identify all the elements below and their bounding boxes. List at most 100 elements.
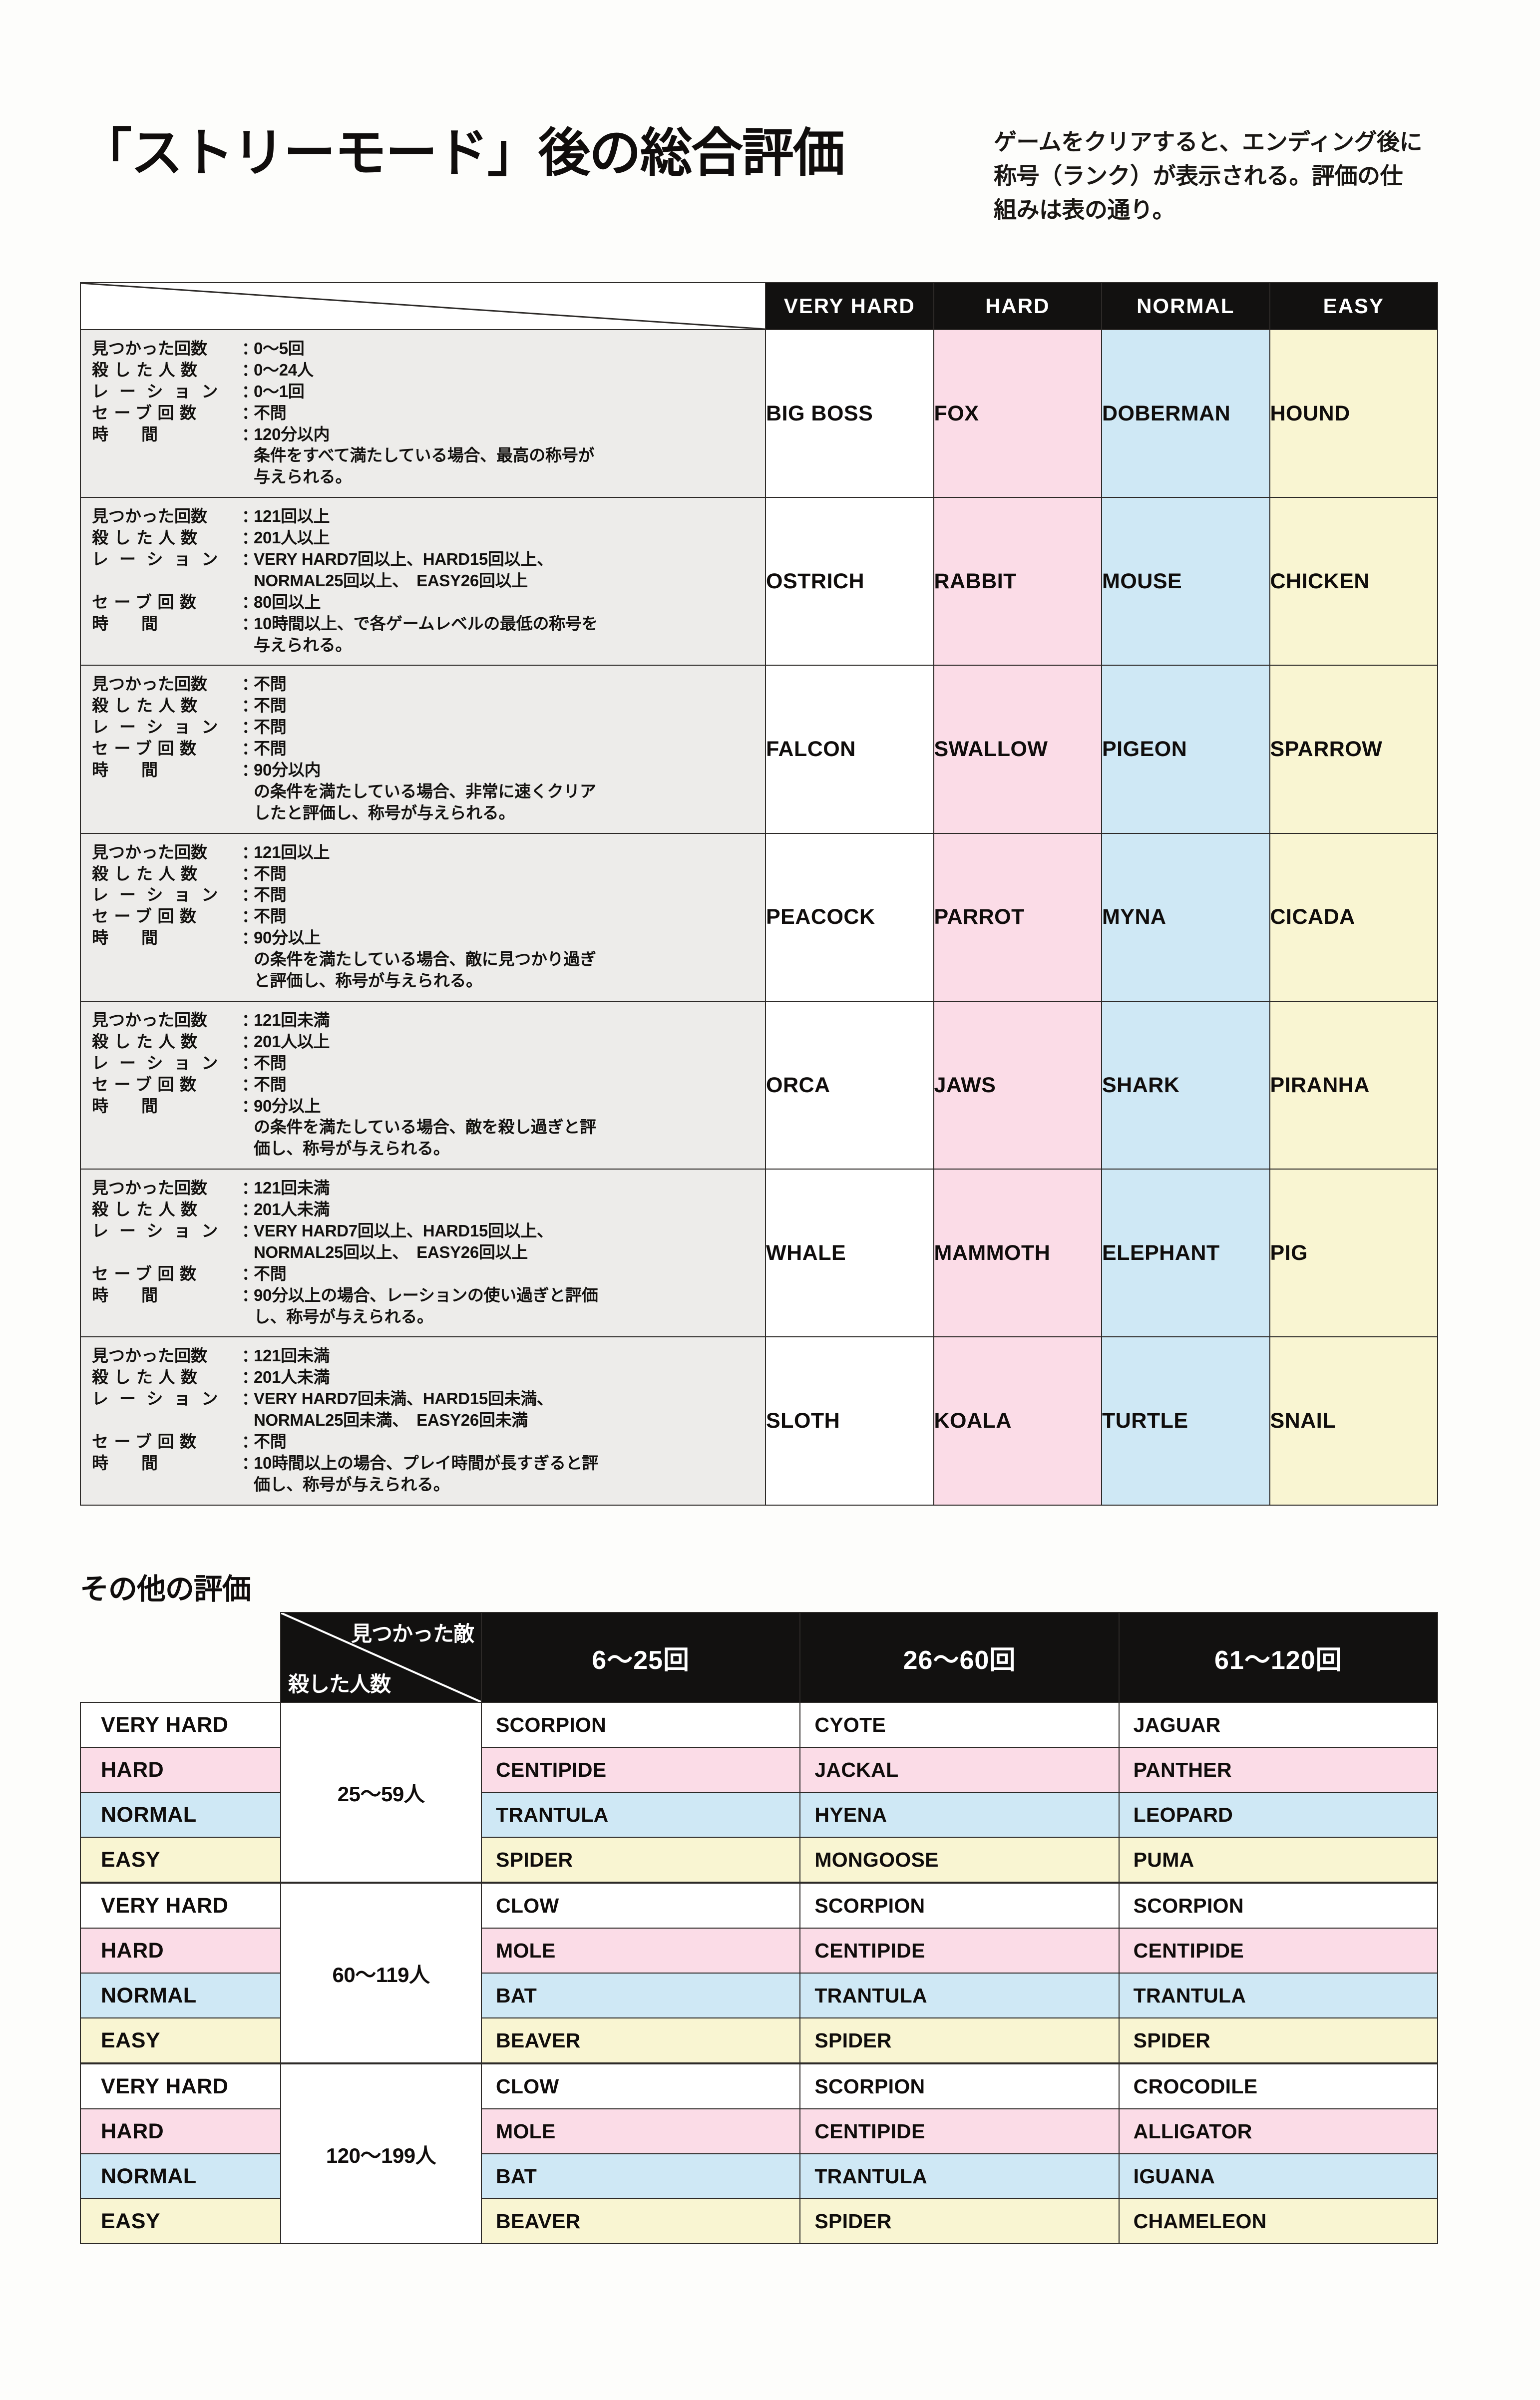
other-rank-cell: SCORPION	[1118, 1882, 1439, 1929]
condition-label: 時間	[92, 1096, 191, 1115]
condition-label: レーション	[92, 382, 229, 400]
column-header-hard: HARD	[933, 282, 1102, 330]
condition-colon: ：	[242, 1032, 258, 1051]
other-column-header-2: 26〜60回	[799, 1612, 1120, 1703]
condition-line: NORMAL25回以上、 EASY26回以上	[92, 1242, 765, 1263]
condition-value: 121回未満	[254, 1010, 330, 1029]
condition-line: 時間 ：90分以上	[92, 927, 765, 949]
column-header-normal: NORMAL	[1101, 282, 1270, 330]
condition-colon: ：	[242, 1010, 258, 1029]
condition-value: VERY HARD7回以上、HARD15回以上、	[254, 550, 553, 569]
rank-cell-normal: TURTLE	[1101, 1336, 1270, 1506]
condition-label: 時間	[92, 761, 191, 780]
rank-cell-hard: KOALA	[933, 1336, 1102, 1506]
other-table-body: VERY HARD 25〜59人 SCORPION CYOTE JAGUAR HARD CE…	[80, 1702, 1439, 2244]
condition-label: 殺した人数	[92, 864, 203, 883]
condition-line: セーブ回数 ：不問	[92, 1431, 765, 1453]
other-rank-cell: SCORPION	[799, 1882, 1120, 1929]
section-title-other: その他の評価	[80, 1573, 251, 1605]
condition-colon: ：	[242, 1053, 258, 1072]
condition-line: の条件を満たしている場合、敵に見つかり過ぎ	[92, 949, 765, 970]
condition-label: セーブ回数	[92, 1264, 202, 1283]
condition-line: と評価し、称号が与えられる。	[92, 970, 765, 992]
condition-value: 10時間以上、で各ゲームレベルの最低の称号を	[254, 614, 598, 633]
condition-line: 時間 ：10時間以上、で各ゲームレベルの最低の称号を	[92, 613, 765, 635]
other-table-row: EASY BEAVER SPIDER CHAMELEON	[80, 2198, 1439, 2244]
condition-line: し、称号が与えられる。	[92, 1306, 765, 1328]
other-rank-cell: PUMA	[1118, 1837, 1439, 1883]
other-rank-cell: MOLE	[480, 1928, 801, 1974]
condition-colon: ：	[242, 550, 258, 569]
rank-cell-hard: FOX	[933, 329, 1102, 498]
other-evaluation-table: 見つかった敵 殺した人数 6〜25回 26〜60回 61〜120回 VERY H…	[80, 1612, 1439, 2244]
condition-line: セーブ回数 ：80回以上	[92, 592, 765, 613]
condition-value: NORMAL25回以上、 EASY26回以上	[254, 571, 528, 590]
column-header-very-hard: VERY HARD	[765, 282, 934, 330]
rank-cell-normal: SHARK	[1101, 1000, 1270, 1170]
other-table-row: HARD MOLE CENTIPIDE CENTIPIDE	[80, 1928, 1439, 1974]
other-column-header-1: 6〜25回	[480, 1612, 801, 1703]
condition-line: セーブ回数 ：不問	[92, 1263, 765, 1285]
condition-value: 不問	[254, 696, 287, 715]
condition-colon: ：	[242, 1368, 258, 1387]
difficulty-label-very-hard: VERY HARD	[80, 1882, 281, 1929]
rank-cell-hard: MAMMOTH	[933, 1169, 1102, 1338]
condition-label: 殺した人数	[92, 1368, 203, 1387]
page-header: 「ストリーモード」後の総合評価 ゲームをクリアすると、エンディング後に称号（ラン…	[0, 115, 1540, 245]
condition-value: VERY HARD7回未満、HARD15回未満、	[254, 1389, 553, 1408]
condition-value: したと評価し、称号が与えられる。	[254, 803, 515, 822]
page-title: 「ストリーモード」後の総合評価	[80, 124, 845, 182]
condition-label: 見つかった回数	[92, 842, 207, 861]
condition-value: 不問	[254, 864, 287, 883]
rank-cell-hard: PARROT	[933, 832, 1102, 1002]
other-rank-cell: IGUANA	[1118, 2153, 1439, 2199]
condition-value: 不問	[254, 718, 287, 737]
diagonal-line-icon	[81, 284, 765, 329]
other-table-diagonal-header: 見つかった敵 殺した人数	[280, 1612, 482, 1703]
condition-line: 見つかった回数 ：0〜5回	[92, 338, 765, 360]
condition-line: 殺した人数 ：201人以上	[92, 1031, 765, 1053]
condition-label: 殺した人数	[92, 1032, 203, 1051]
rank-cell-easy: SNAIL	[1269, 1336, 1438, 1506]
condition-line: 殺した人数 ：0〜24人	[92, 360, 765, 381]
condition-line: 殺した人数 ：201人未満	[92, 1199, 765, 1220]
condition-label: セーブ回数	[92, 739, 202, 758]
condition-value: 121回以上	[254, 842, 330, 861]
condition-label: セーブ回数	[92, 403, 202, 422]
condition-line: 殺した人数 ：不問	[92, 863, 765, 885]
rank-table-row: 見つかった回数 ：121回以上 殺した人数 ：不問 レーション ：不問 セーブ回数 ：不問 時間…	[80, 832, 1438, 1002]
condition-label: 殺した人数	[92, 696, 203, 715]
condition-value: NORMAL25回以上、 EASY26回以上	[254, 1242, 528, 1261]
condition-colon: ：	[242, 1285, 258, 1304]
condition-line: 時間 ：90分以上	[92, 1096, 765, 1117]
condition-value: 90分以上の場合、レーションの使い過ぎと評価	[254, 1285, 598, 1304]
other-rank-cell: BAT	[480, 2153, 801, 2199]
other-table-row: VERY HARD 60〜119人 CLOW SCORPION SCORPION	[80, 1882, 1439, 2064]
intro-paragraph: ゲームをクリアすると、エンディング後に称号（ランク）が表示される。評価の仕組みは…	[994, 129, 1423, 223]
condition-value: 不問	[254, 907, 287, 926]
rank-cell-easy: SPARROW	[1269, 665, 1438, 834]
other-rank-cell: CLOW	[480, 1882, 801, 1929]
other-table-row: NORMAL TRANTULA HYENA LEOPARD	[80, 1792, 1439, 1838]
other-rank-cell: CENTIPIDE	[480, 1747, 801, 1793]
rank-cell-hard: RABBIT	[933, 497, 1102, 666]
rank-conditions-cell: 見つかった回数 ：121回未満 殺した人数 ：201人未満 レーション ：VERY HAR…	[80, 1336, 766, 1506]
condition-value: 0〜1回	[254, 382, 305, 400]
condition-line: レーション ：不問	[92, 1053, 765, 1074]
rank-cell-normal: MOUSE	[1101, 497, 1270, 666]
condition-line: 時間 ：120分以内	[92, 424, 765, 445]
condition-label: セーブ回数	[92, 592, 202, 611]
condition-label: 見つかった回数	[92, 339, 207, 358]
other-rank-cell: MONGOOSE	[799, 1837, 1120, 1883]
condition-line: セーブ回数 ：不問	[92, 906, 765, 927]
other-rank-cell: ALLIGATOR	[1118, 2108, 1439, 2154]
other-rank-cell: MOLE	[480, 2108, 801, 2154]
rank-cell-very-hard: SLOTH	[765, 1336, 934, 1506]
rank-table-corner-cell	[80, 282, 766, 330]
condition-value: 与えられる。	[254, 635, 352, 654]
condition-value: 不問	[254, 403, 287, 422]
condition-value: 不問	[254, 1432, 287, 1451]
condition-line: レーション ：不問	[92, 884, 765, 906]
condition-colon: ：	[242, 1264, 258, 1283]
